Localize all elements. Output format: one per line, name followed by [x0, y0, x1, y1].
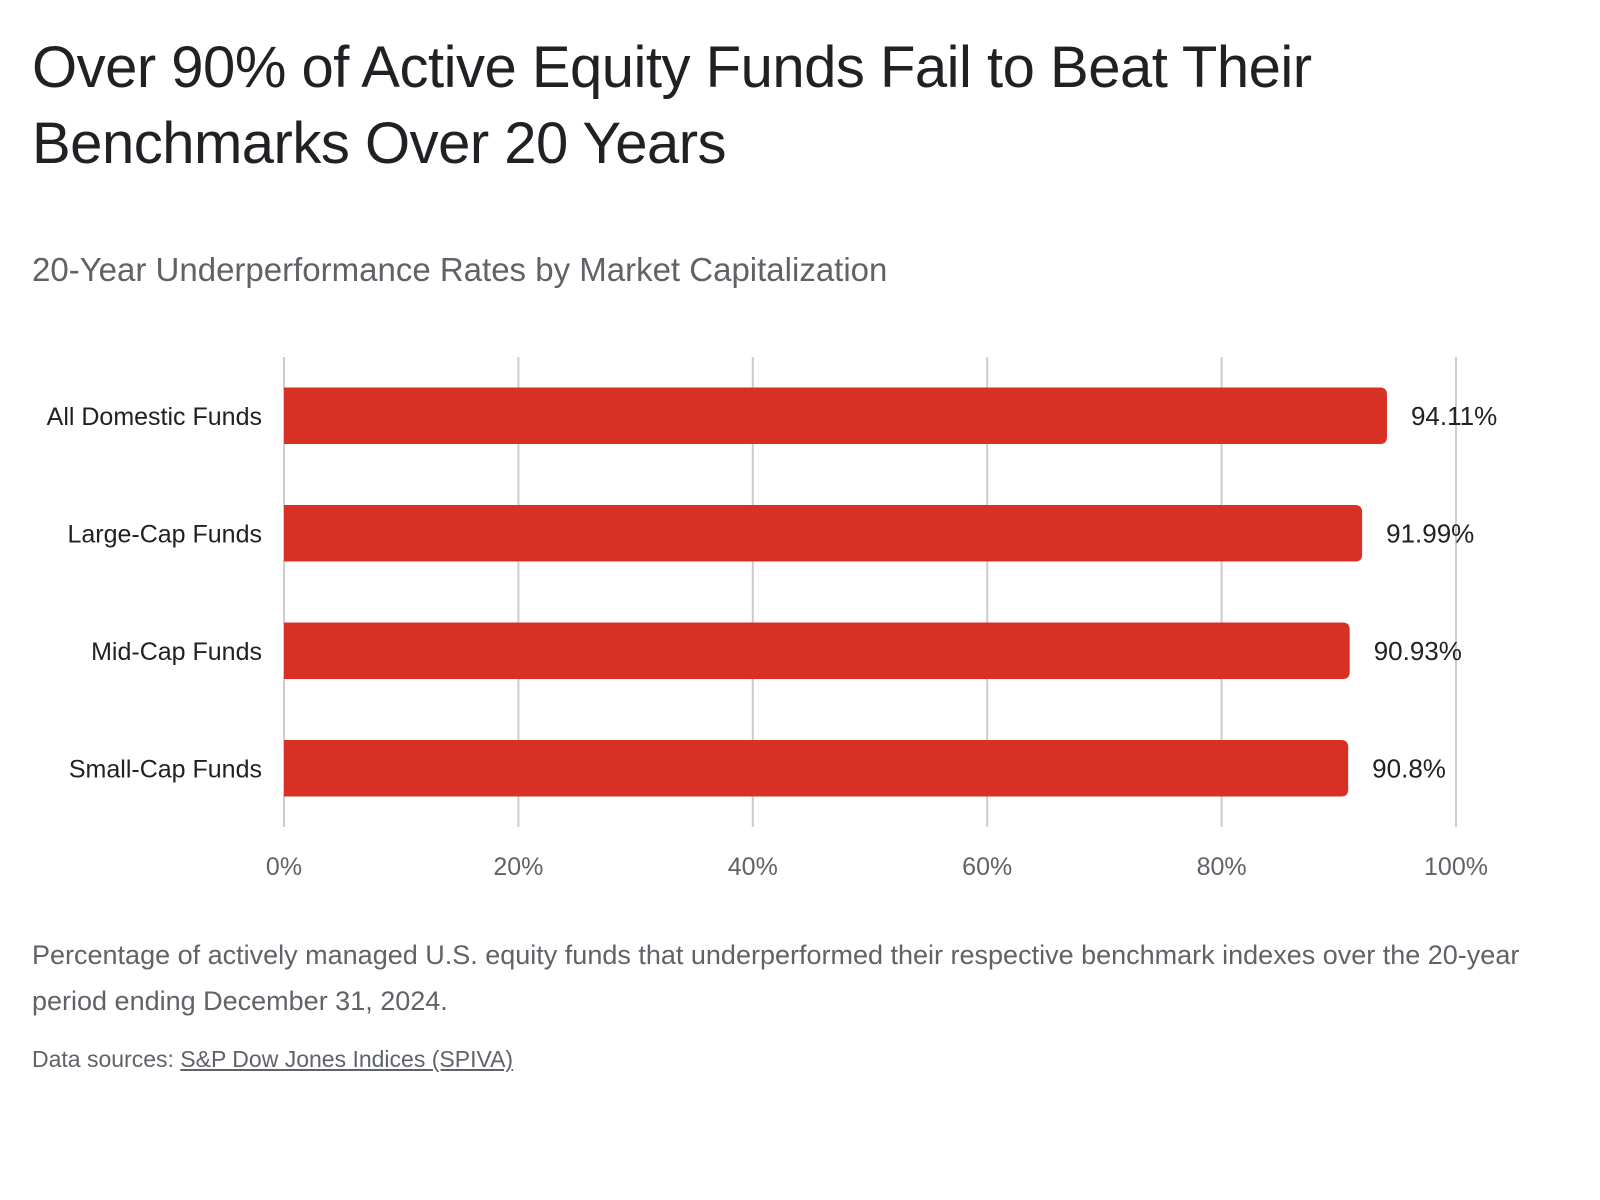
- category-label: All Domestic Funds: [47, 403, 262, 431]
- x-tick-label: 20%: [493, 853, 543, 881]
- data-sources-label: Data sources:: [32, 1046, 174, 1072]
- x-tick-label: 40%: [728, 853, 778, 881]
- value-label: 90.93%: [1374, 636, 1462, 666]
- bar: [284, 387, 1387, 444]
- value-label: 94.11%: [1411, 401, 1497, 431]
- x-tick-label: 100%: [1424, 853, 1488, 881]
- x-tick-label: 0%: [266, 853, 302, 881]
- chart-subtitle: 20-Year Underperformance Rates by Market…: [32, 251, 888, 288]
- value-labels: 94.11% 91.99% 90.93% 90.8%: [1372, 401, 1497, 784]
- value-label: 91.99%: [1386, 518, 1474, 548]
- category-labels: All Domestic Funds Large-Cap Funds Mid-Cap…: [47, 403, 262, 784]
- chart-title: Over 90% of Active Equity Funds Fail to …: [32, 35, 1312, 176]
- value-label: 90.8%: [1372, 753, 1446, 783]
- bar: [284, 740, 1349, 797]
- category-label: Small-Cap Funds: [69, 755, 262, 783]
- bar-chart: All Domestic Funds Large-Cap Funds Mid-Cap…: [47, 357, 1497, 881]
- data-sources: Data sources: S&P Dow Jones Indices (SPI…: [32, 1042, 513, 1076]
- source-link[interactable]: S&P Dow Jones Indices (SPIVA): [180, 1046, 514, 1072]
- category-label: Large-Cap Funds: [67, 520, 262, 548]
- bar: [284, 505, 1363, 562]
- x-tick-label: 60%: [962, 853, 1012, 881]
- bar: [284, 622, 1350, 679]
- x-tick-label: 80%: [1197, 853, 1247, 881]
- x-axis-tick-labels: 0% 20% 40% 60% 80% 100%: [266, 853, 1488, 881]
- bars: [284, 387, 1387, 797]
- chart-caption: Percentage of actively managed U.S. equi…: [32, 940, 1520, 1016]
- category-label: Mid-Cap Funds: [91, 638, 262, 666]
